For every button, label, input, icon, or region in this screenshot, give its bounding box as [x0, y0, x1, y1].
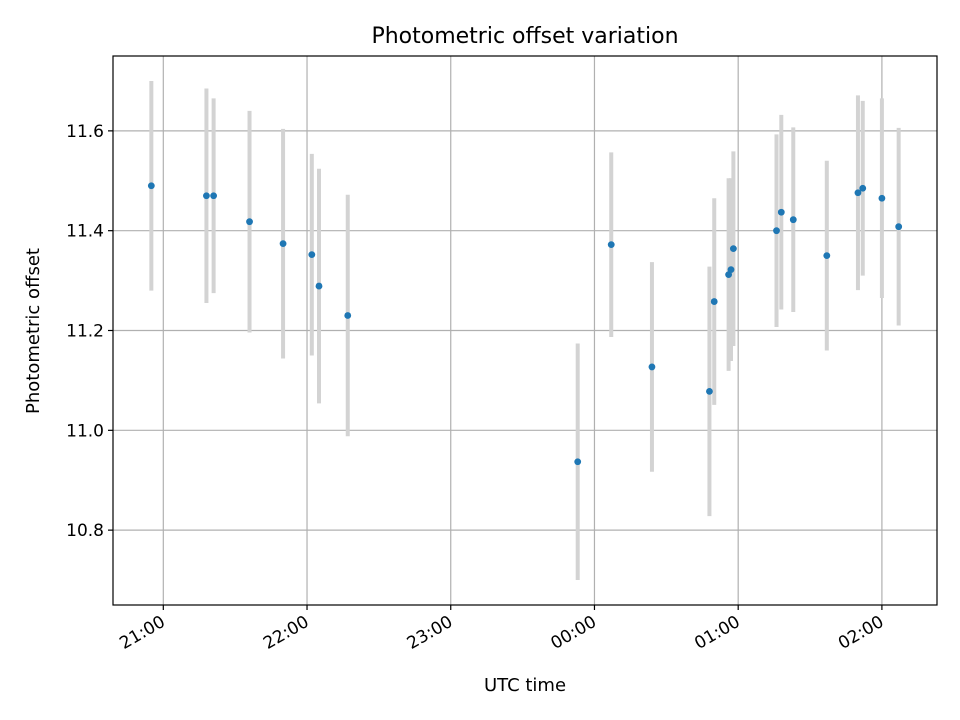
y-tick-label: 10.8 — [66, 521, 104, 541]
grid-lines — [113, 56, 937, 605]
data-point — [727, 266, 735, 274]
data-point — [279, 240, 287, 248]
data-point — [823, 252, 831, 260]
data-point — [878, 194, 886, 202]
data-point — [854, 189, 862, 197]
data-point — [777, 208, 785, 216]
y-axis-label: Photometric offset — [23, 248, 44, 414]
x-tick-label: 22:00 — [260, 612, 312, 654]
data-point — [773, 227, 780, 235]
x-axis-ticks: 21:00 22:00 23:00 00:00 01:00 02:00 — [116, 605, 887, 654]
data-point — [729, 245, 737, 253]
data-point — [344, 312, 352, 319]
data-point — [315, 282, 323, 290]
data-point — [789, 216, 797, 224]
data-point — [203, 192, 210, 200]
y-tick-label: 11.2 — [66, 322, 104, 342]
data-point — [147, 182, 155, 190]
data-point — [607, 241, 615, 249]
data-point — [574, 458, 582, 466]
x-tick-label: 23:00 — [404, 612, 456, 654]
data-point — [210, 192, 218, 200]
x-tick-label: 00:00 — [548, 612, 600, 654]
data-point — [648, 363, 656, 371]
data-point — [859, 184, 867, 192]
x-axis-label: UTC time — [484, 675, 566, 696]
x-tick-label: 02:00 — [835, 612, 887, 654]
data-point — [710, 298, 718, 305]
data-point — [246, 218, 253, 226]
x-tick-label: 01:00 — [691, 612, 743, 654]
data-point — [308, 251, 316, 259]
data-points — [147, 182, 903, 466]
y-tick-label: 11.4 — [66, 222, 104, 242]
data-point — [895, 223, 903, 231]
y-tick-label: 11.6 — [66, 122, 104, 142]
y-axis-ticks: 10.8 11.0 11.2 11.4 11.6 — [66, 122, 113, 541]
chart-title: Photometric offset variation — [371, 24, 678, 49]
x-tick-label: 21:00 — [116, 612, 168, 654]
y-tick-label: 11.0 — [66, 421, 104, 441]
data-point — [706, 387, 713, 395]
